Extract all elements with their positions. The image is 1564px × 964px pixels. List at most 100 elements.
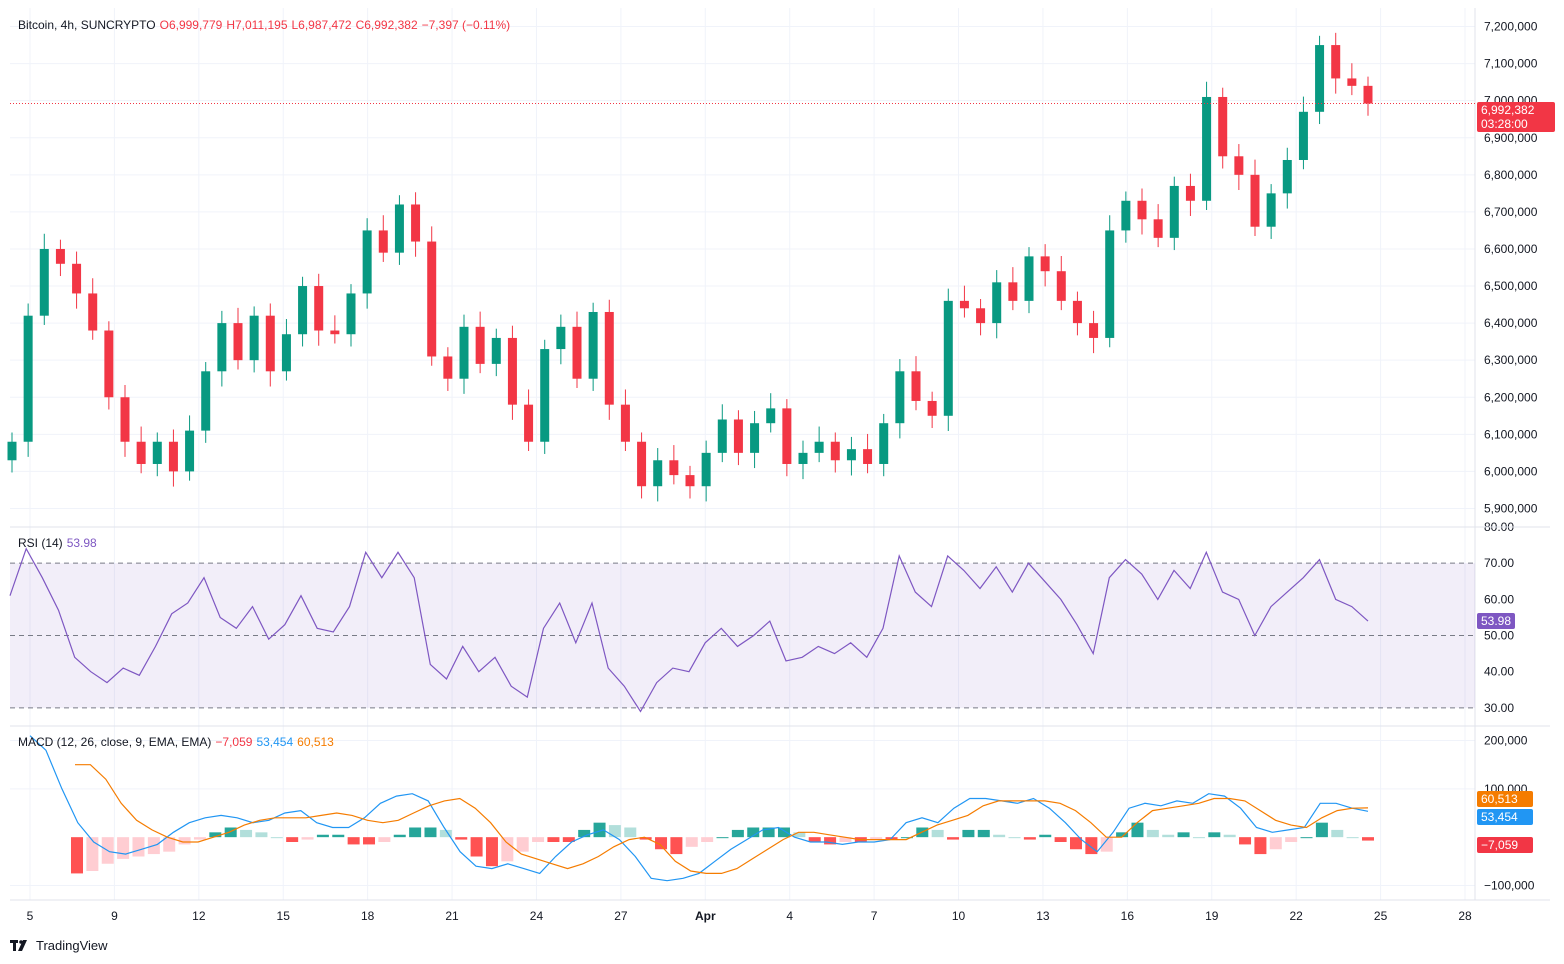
macd-histogram-bar	[1069, 837, 1082, 850]
candle-body	[798, 452, 808, 464]
macd-histogram-bar	[1239, 837, 1252, 845]
candle-body	[717, 419, 727, 453]
candle-body	[943, 300, 953, 416]
macd-signal-value: 60,513	[297, 735, 334, 749]
candle-body	[39, 248, 49, 316]
candle-body	[1024, 256, 1034, 301]
macd-histogram-bar	[516, 837, 529, 852]
macd-histogram-bar	[1192, 837, 1205, 839]
candle-body	[1089, 323, 1099, 338]
macd-histogram-bar	[1300, 837, 1313, 839]
macd-histogram-bar	[240, 829, 253, 838]
candle-body	[733, 419, 743, 453]
signal-badge: 60,513	[1477, 791, 1533, 807]
macd-histogram-bar	[178, 837, 191, 845]
price-y-tick-label: 6,100,000	[1484, 427, 1538, 441]
candle-body	[120, 397, 130, 442]
candle-body	[830, 441, 840, 461]
price-y-tick-label: 6,800,000	[1484, 168, 1538, 182]
candle-body	[136, 441, 146, 464]
macd-histogram-bar	[71, 837, 83, 874]
candle-body	[1282, 159, 1292, 194]
macd-histogram-bar	[1285, 837, 1298, 842]
candle-body	[1234, 156, 1244, 175]
candle-body	[653, 460, 663, 487]
macd-histogram-bar	[762, 827, 775, 838]
macd-histogram-bar	[393, 834, 406, 838]
candle-body	[443, 356, 453, 379]
macd-histogram-bar	[977, 829, 990, 838]
candle-body	[879, 423, 889, 464]
candle-body	[782, 408, 792, 464]
x-tick-label: 12	[192, 909, 206, 923]
macd-histogram-bar	[624, 827, 637, 838]
candle-body	[572, 326, 582, 379]
macd-histogram-bar	[316, 834, 329, 838]
brand-label: TradingView	[36, 938, 108, 953]
macd-histogram-bar	[931, 829, 944, 838]
macd-histogram-bar	[1315, 822, 1328, 838]
x-tick-label: 9	[111, 909, 118, 923]
x-tick-label: 13	[1036, 909, 1050, 923]
candle-body	[217, 323, 227, 372]
symbol-label: Bitcoin, 4h, SUNCRYPTO	[18, 18, 156, 32]
macd-y-tick-label: −100,000	[1484, 879, 1535, 893]
candle-body	[491, 337, 501, 364]
macd-histogram-bar	[1254, 837, 1267, 855]
candle-body	[540, 349, 550, 442]
rsi-y-tick-label: 60.00	[1484, 592, 1514, 606]
tradingview-logo[interactable]: TradingView	[10, 938, 108, 953]
macd-histogram-bar	[1085, 837, 1098, 855]
tradingview-icon	[10, 939, 27, 951]
candle-body	[1218, 96, 1228, 157]
macd-histogram-bar	[1131, 822, 1144, 838]
price-y-tick-label: 6,300,000	[1484, 353, 1538, 367]
x-tick-label: 10	[952, 909, 966, 923]
x-tick-label: 7	[871, 909, 878, 923]
candle-body	[620, 404, 630, 442]
x-tick-label: 27	[614, 909, 628, 923]
macd-histogram-bar	[209, 832, 222, 838]
rsi-y-tick-label: 30.00	[1484, 701, 1514, 715]
macd-histogram-bar	[1146, 829, 1159, 838]
candle-body	[507, 337, 517, 405]
candle-body	[895, 371, 905, 424]
macd-histogram-bar	[685, 837, 698, 847]
price-y-tick-label: 6,400,000	[1484, 316, 1538, 330]
macd-histogram-bar	[286, 837, 299, 842]
macd-histogram-bar	[1362, 837, 1374, 841]
candle-body	[185, 430, 195, 472]
rsi-y-tick-label: 50.00	[1484, 629, 1514, 643]
candle-body	[1363, 85, 1373, 104]
candle-body	[1331, 45, 1341, 79]
macd-legend: MACD (12, 26, close, 9, EMA, EMA) −7,059…	[18, 735, 334, 749]
macd-histogram-bar	[378, 837, 391, 842]
x-tick-label: 22	[1289, 909, 1303, 923]
rsi-y-tick-label: 70.00	[1484, 556, 1514, 570]
macd-histogram-bar	[547, 837, 560, 842]
candle-body	[604, 311, 614, 405]
macd-histogram-bar	[747, 827, 760, 838]
candle-body	[1185, 185, 1195, 201]
macd-histogram-bar	[900, 837, 913, 839]
macd-histogram-bar	[363, 837, 376, 845]
candle-body	[992, 282, 1002, 324]
x-tick-label: 28	[1458, 909, 1472, 923]
candle-body	[201, 371, 211, 431]
candle-body	[55, 248, 65, 264]
macd-histogram-bar	[1054, 837, 1067, 842]
candle-body	[1056, 271, 1066, 301]
x-tick-label: 4	[786, 909, 793, 923]
x-tick-label: 5	[27, 909, 34, 923]
macd-histogram-bar	[824, 837, 837, 845]
x-tick-label: 16	[1121, 909, 1135, 923]
macd-histogram-bar	[347, 837, 360, 845]
macd-histogram-bar	[1023, 837, 1036, 840]
candle-body	[1153, 219, 1163, 238]
price-y-tick-label: 6,600,000	[1484, 242, 1538, 256]
price-y-tick-label: 5,900,000	[1484, 501, 1538, 515]
candle-body	[1040, 256, 1050, 272]
candle-body	[330, 330, 340, 335]
candle-body	[1008, 282, 1018, 301]
